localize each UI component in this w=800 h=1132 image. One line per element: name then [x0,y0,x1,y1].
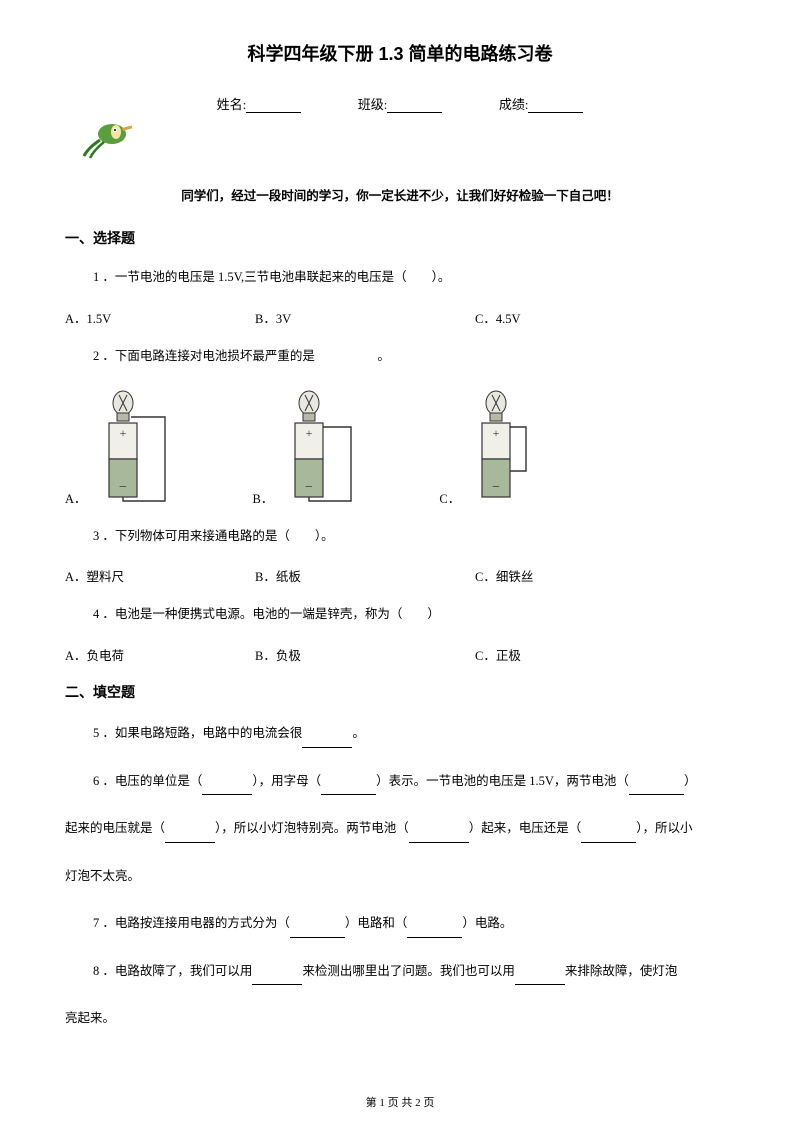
circuit-diagrams-row: A． + − B． + − C． [65,387,735,507]
name-label: 姓名: [217,97,247,112]
class-label: 班级: [358,97,388,112]
question-6-line2: 起来的电压就是（），所以小灯泡特别亮。两节电池（）起来，电压还是（），所以小 [65,815,735,843]
blank [252,972,302,985]
page-footer: 第 1 页 共 2 页 [0,1094,800,1110]
circuit-diagram-b: + − [279,387,369,507]
question-4-options: A．负电荷 B．负极 C．正极 [65,645,735,664]
svg-text:−: − [492,480,500,495]
svg-text:−: − [119,480,127,495]
class-blank [387,99,442,113]
q2-option-b-label: B． [253,488,274,507]
q3-option-b: B．纸板 [255,566,475,585]
name-blank [246,99,301,113]
blank [409,830,469,843]
q4-option-a: A．负电荷 [65,645,255,664]
question-3-options: A．塑料尺 B．纸板 C．细铁丝 [65,566,735,585]
question-6: 6 ．电压的单位是（），用字母（）表示。一节电池的电压是 1.5V，两节电池（） [93,768,735,796]
section-1-heading: 一、选择题 [65,228,735,248]
blank [515,972,565,985]
q1-option-b: B．3V [255,308,475,327]
blank [290,925,345,938]
blank [407,925,462,938]
blank [165,830,215,843]
question-1-options: A．1.5V B．3V C．4.5V [65,308,735,327]
svg-text:+: + [493,426,500,440]
info-row: 姓名: 班级: 成绩: [65,94,735,113]
q3-option-a: A．塑料尺 [65,566,255,585]
svg-text:−: − [305,480,313,495]
blank [581,830,636,843]
score-label: 成绩: [499,97,529,112]
question-7: 7 ．电路按连接用电器的方式分为（）电路和（）电路。 [93,910,735,938]
question-3: 3 ．下列物体可用来接通电路的是（ ）。 [93,525,735,549]
q1-option-c: C．4.5V [475,308,635,327]
question-5: 5 ．如果电路短路，电路中的电流会很。 [93,720,735,748]
question-8-line2: 亮起来。 [65,1005,735,1033]
question-1: 1 ．一节电池的电压是 1.5V,三节电池串联起来的电压是（ ）。 [93,266,735,290]
q4-option-b: B．负极 [255,645,475,664]
svg-text:+: + [119,426,126,440]
blank [629,782,684,795]
question-2: 2 ．下面电路连接对电池损坏最严重的是 。 [93,345,735,369]
question-8: 8 ．电路故障了，我们可以用来检测出哪里出了问题。我们也可以用来排除故障，使灯泡 [93,958,735,986]
q2-option-a-label: A． [65,488,87,507]
q3-option-c: C．细铁丝 [475,566,635,585]
circuit-diagram-c: + − [466,387,536,507]
section-2-heading: 二、填空题 [65,682,735,702]
circuit-diagram-a: + − [93,387,183,507]
mascot-icon [80,120,136,160]
encouragement-text: 同学们，经过一段时间的学习，你一定长进不少，让我们好好检验一下自己吧！ [65,185,735,204]
blank [302,735,352,748]
q1-option-a: A．1.5V [65,308,255,327]
blank [202,782,252,795]
svg-text:+: + [306,426,313,440]
blank [321,782,376,795]
q4-option-c: C．正极 [475,645,635,664]
score-blank [528,99,583,113]
page-title: 科学四年级下册 1.3 简单的电路练习卷 [65,40,735,66]
question-4: 4 ．电池是一种便携式电源。电池的一端是锌壳，称为（ ） [93,603,735,627]
question-6-line3: 灯泡不太亮。 [65,863,735,891]
q2-option-c-label: C． [439,488,460,507]
